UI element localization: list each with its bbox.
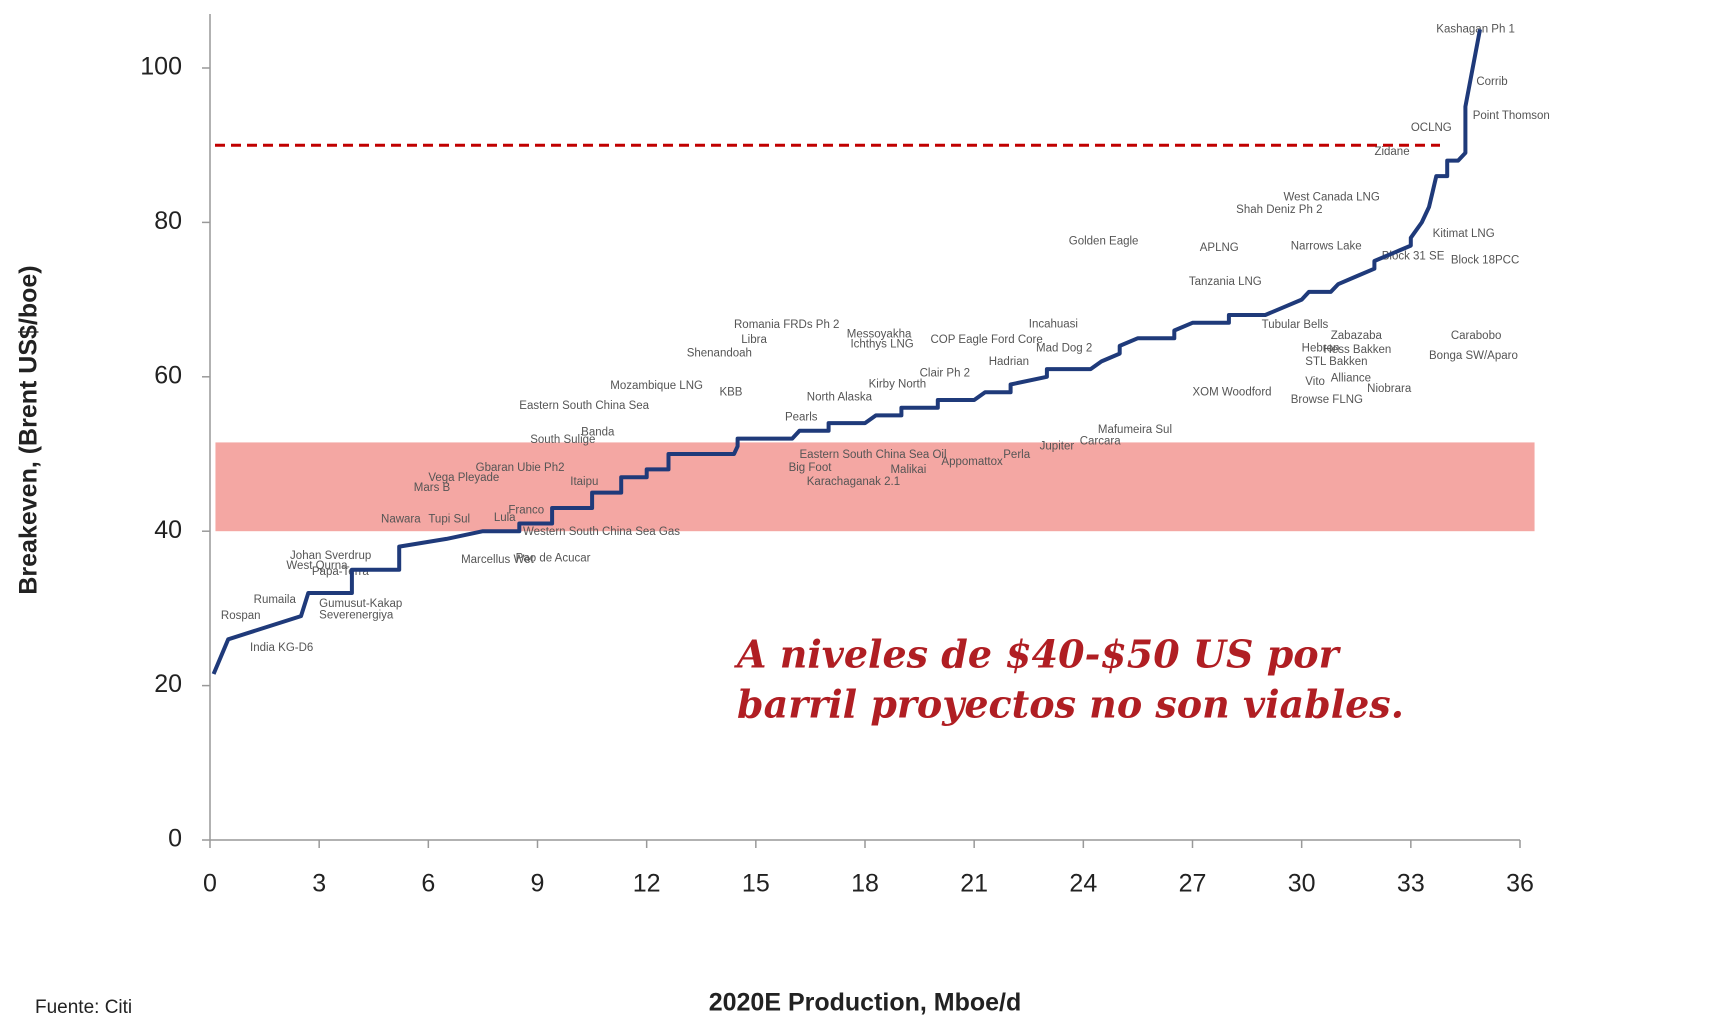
project-label: Browse FLNG [1291, 394, 1363, 406]
project-label: Malikai [890, 464, 926, 476]
y-axis-title: Breakeven, (Brent US$/boe) [15, 265, 43, 594]
project-label: Johan Sverdrup [290, 550, 371, 562]
project-label: Romania FRDs Ph 2 [734, 319, 839, 331]
project-label: West Canada LNG [1283, 192, 1379, 204]
project-label: Western South China Sea Gas [523, 526, 680, 538]
project-label: Kitimat LNG [1433, 228, 1495, 240]
project-label: Gumusut-Kakap [319, 598, 402, 610]
project-label: Shah Deniz Ph 2 [1236, 204, 1322, 216]
project-label: Franco [508, 504, 544, 516]
project-label: Vito [1305, 376, 1325, 388]
project-label: Mozambique LNG [610, 380, 703, 392]
project-label: COP Eagle Ford Core [931, 334, 1043, 346]
project-label: Shenandoah [687, 348, 752, 360]
x-tick-label: 15 [742, 870, 770, 898]
x-tick-label: 36 [1506, 870, 1534, 898]
project-label: North Alaska [807, 392, 873, 404]
project-label: Banda [581, 426, 615, 438]
x-tick-label: 12 [633, 870, 661, 898]
project-label: Vega Pleyade [428, 472, 499, 484]
project-label: Bonga SW/Aparo [1429, 350, 1518, 362]
x-tick-label: 6 [421, 870, 435, 898]
project-label: Jupiter [1040, 440, 1075, 452]
y-tick-label: 40 [154, 516, 182, 544]
x-tick-label: 18 [851, 870, 879, 898]
project-label: Narrows Lake [1291, 240, 1362, 252]
x-tick-label: 24 [1069, 870, 1097, 898]
project-label: Golden Eagle [1069, 236, 1139, 248]
project-label: India KG-D6 [250, 642, 313, 654]
project-label: Appomattox [941, 456, 1003, 468]
project-label: Pearls [785, 412, 818, 424]
project-label: Pao de Acucar [516, 552, 591, 564]
project-label: APLNG [1200, 242, 1239, 254]
project-label: Itaipu [570, 476, 598, 488]
project-label: Libra [741, 334, 767, 346]
x-axis-title: 2020E Production, Mboe/d [709, 989, 1022, 1017]
x-tick-label: 0 [203, 870, 217, 898]
project-label: South Sulige [530, 434, 595, 446]
project-label: Ichthys LNG [850, 338, 913, 350]
project-label: West Qurna [286, 560, 348, 572]
project-label: Incahuasi [1029, 318, 1078, 330]
project-label: Hadrian [989, 356, 1029, 368]
x-tick-label: 9 [531, 870, 545, 898]
source: Fuente: Citi [35, 997, 132, 1018]
project-label: Point Thomson [1473, 110, 1550, 122]
x-tick-label: 33 [1397, 870, 1425, 898]
project-label: Eastern South China Sea Oil [800, 449, 947, 461]
project-label: Eastern South China Sea [519, 400, 649, 412]
project-label: Kirby North [869, 379, 927, 391]
project-label: Block 18PCC [1451, 254, 1519, 266]
x-tick-label: 21 [960, 870, 988, 898]
project-label: Lula [494, 512, 516, 524]
project-label: Hess Bakken [1324, 344, 1392, 356]
project-label: Kashagan Ph 1 [1436, 23, 1515, 35]
project-label: Marcellus Wet [461, 554, 534, 566]
y-tick-label: 0 [168, 825, 182, 853]
breakeven-line [211, 29, 1482, 675]
project-label: STL Bakken [1305, 356, 1367, 368]
project-label: Severenergiya [319, 609, 394, 621]
project-label: Hebron [1302, 342, 1340, 354]
project-label: KBB [719, 386, 742, 398]
y-tick-label: 80 [154, 207, 182, 235]
project-label: Rospan [221, 610, 261, 622]
x-tick-label: 30 [1288, 870, 1316, 898]
project-label: Tubular Bells [1262, 319, 1329, 331]
project-label: Mafumeira Sul [1098, 424, 1172, 436]
annotation: barril proyectos no son viables. [737, 682, 1404, 727]
project-label: Gbaran Ubie Ph2 [476, 462, 565, 474]
project-label: Clair Ph 2 [920, 368, 971, 380]
x-tick-label: 27 [1179, 870, 1207, 898]
project-label: Perla [1003, 449, 1030, 461]
project-label: Carabobo [1451, 330, 1502, 342]
project-label: XOM Woodford [1193, 386, 1272, 398]
y-tick-label: 60 [154, 361, 182, 389]
annotation: A niveles de $40-$50 US por [734, 632, 1342, 677]
y-tick-label: 100 [140, 53, 182, 81]
project-label: Zabazaba [1331, 330, 1383, 342]
x-tick-label: 3 [312, 870, 326, 898]
project-label: Corrib [1476, 76, 1507, 88]
project-label: Mad Dog 2 [1036, 342, 1092, 354]
project-label: Tupi Sul [428, 514, 470, 526]
project-label: Big Foot [789, 462, 833, 474]
project-label: Carcara [1080, 436, 1122, 448]
project-label: Messoyakha [847, 328, 912, 340]
project-label: Alliance [1331, 372, 1371, 384]
project-label: OCLNG [1411, 122, 1452, 134]
project-label: Mars B [414, 482, 451, 494]
shaded-band [215, 442, 1535, 532]
y-tick-label: 20 [154, 670, 182, 698]
project-label: Karachaganak 2.1 [807, 476, 900, 488]
project-label: Zidane [1374, 146, 1409, 158]
project-label: Tanzania LNG [1189, 276, 1262, 288]
project-label: Rumaila [254, 594, 297, 606]
project-label: Niobrara [1367, 383, 1412, 395]
project-label: Nawara [381, 514, 421, 526]
